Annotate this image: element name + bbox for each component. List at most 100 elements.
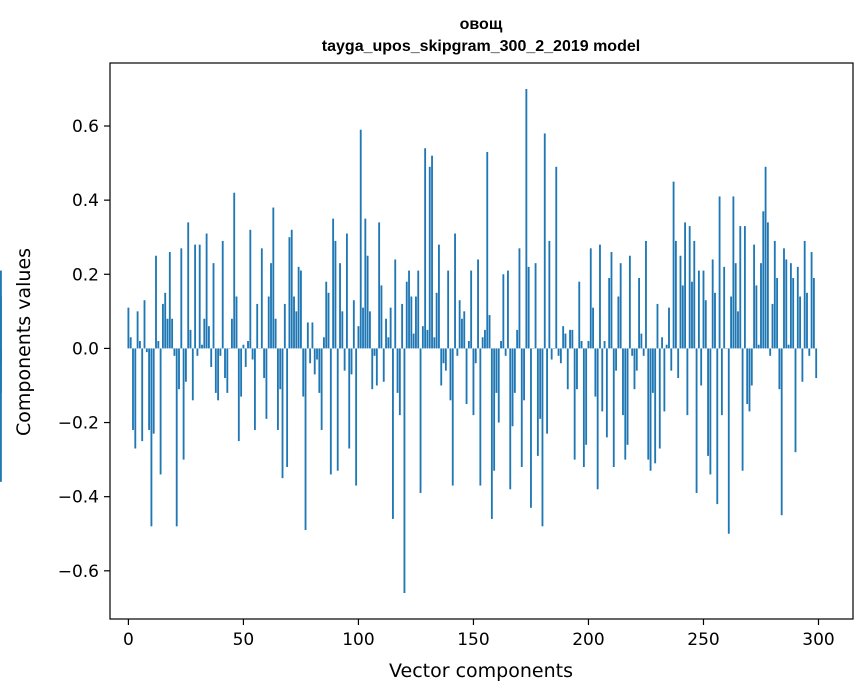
bar-137 [442,348,445,364]
bar-104 [366,255,369,349]
bar-240 [679,255,682,349]
bar-194 [573,348,576,460]
bar-241 [681,285,684,349]
bar-11 [152,348,155,434]
bar-232 [661,337,663,349]
bar-84 [320,348,323,430]
bar-27 [189,329,192,349]
bar-58 [260,248,263,349]
bar-202 [592,307,594,349]
bar-88 [329,348,332,475]
y-tick-label-4: 0.2 [72,265,99,285]
bar-35 [207,326,210,349]
bar-226 [647,348,650,460]
bar-55 [254,348,256,430]
bar-282 [776,277,779,349]
bar-220 [633,348,636,390]
bar-39 [217,348,220,401]
bar-24 [182,348,185,460]
bar-61 [267,296,270,349]
bar-207 [603,341,606,349]
bar-undefined [0,270,2,349]
bar-243 [686,348,689,416]
bar-92 [339,263,341,349]
bar-257 [718,196,721,349]
bar-217 [626,348,629,445]
bar-51 [244,348,247,367]
bar-6 [141,348,144,442]
bar-135 [438,244,440,349]
bar-174 [527,266,530,349]
bar-197 [580,341,583,349]
bar-83 [318,348,321,393]
bar-130 [426,329,429,349]
bar-undefined [0,348,2,393]
bar-172 [523,348,525,401]
bar-283 [778,348,781,390]
plot-frame [109,62,854,620]
bar-264 [734,263,737,349]
bar-231 [658,348,661,449]
bar-22 [178,348,180,390]
bar-140 [449,348,452,401]
bar-76 [302,348,305,397]
bar-75 [300,270,302,349]
bar-134 [435,292,438,349]
bar-7 [143,300,146,349]
bar-94 [343,348,346,371]
y-tick-label-6: 0.6 [72,117,99,137]
bar-199 [585,348,588,445]
bar-288 [789,263,792,349]
bar-291 [796,266,799,349]
bar-187 [557,348,560,356]
bar-145 [461,318,463,349]
bar-31 [198,244,201,349]
bar-265 [737,311,739,349]
bar-163 [502,274,505,349]
bar-85 [323,337,325,349]
bar-9 [148,348,151,430]
x-axis-ticks: 0 50 100 150 200 250 300 [123,619,835,650]
bar-81 [313,348,316,375]
bar-179 [539,348,542,419]
bar-181 [543,133,546,349]
bar-102 [362,307,364,349]
bar-90 [334,240,337,349]
bar-211 [612,348,615,468]
bar-262 [730,296,732,349]
bar-278 [766,222,769,349]
bar-177 [534,263,537,349]
bar-269 [746,348,749,405]
bar-28 [191,348,194,401]
bar-122 [408,270,410,349]
bar-247 [695,348,698,493]
bar-17 [166,318,169,349]
bar-0 [127,307,130,349]
bar-255 [714,292,716,349]
bar-2 [132,348,134,430]
bar-284 [780,348,783,516]
bar-184 [550,348,553,360]
bar-157 [488,315,491,349]
bar-86 [325,281,328,349]
bar-299 [815,348,818,379]
chart-title: овощ tayga_upos_skipgram_300_2_2019 mode… [322,16,640,55]
bar-156 [486,151,489,349]
chart-subtitle: tayga_upos_skipgram_300_2_2019 model [322,38,640,55]
bar-144 [458,300,461,349]
bar-173 [525,88,528,349]
bar-251 [704,300,707,349]
y-tick-label-3: 0.0 [72,339,99,359]
bar-67 [281,348,284,479]
bar-100 [357,326,360,349]
bar-168 [513,348,516,393]
bar-292 [799,296,802,349]
bar-33 [203,318,206,349]
bar-215 [622,348,624,416]
bar-115 [392,348,394,519]
bar-93 [341,311,344,349]
bar-91 [336,348,339,471]
bar-108 [375,348,378,386]
bar-295 [806,292,808,349]
bar-41 [221,240,224,349]
